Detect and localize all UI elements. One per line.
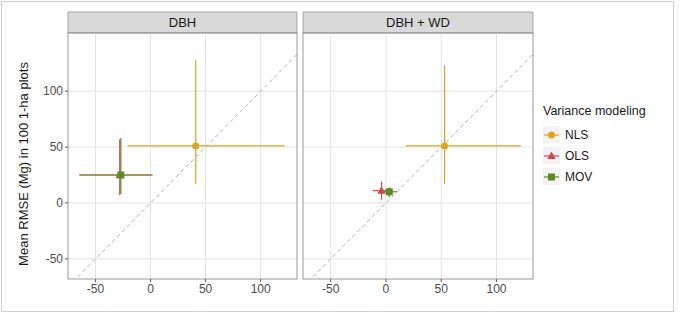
error-bar-y xyxy=(444,65,445,184)
error-bar-y xyxy=(119,139,120,195)
legend-entry: NLS xyxy=(543,126,588,143)
legend-key xyxy=(543,147,560,164)
grid-line xyxy=(95,33,96,279)
plot-background xyxy=(303,33,533,279)
legend-entry: MOV xyxy=(543,168,592,185)
legend-marker xyxy=(547,152,555,160)
reference-line xyxy=(303,54,533,279)
reference-line xyxy=(68,54,297,279)
tick xyxy=(65,147,68,148)
legend-title: Variance modeling xyxy=(543,104,646,118)
grid-line xyxy=(205,33,206,279)
legend-label: OLS xyxy=(565,149,589,163)
plot-background xyxy=(68,33,297,279)
point xyxy=(386,188,393,195)
legend-label: MOV xyxy=(565,170,592,184)
error-bar-x xyxy=(406,145,521,146)
tick xyxy=(65,258,68,259)
strip xyxy=(68,12,297,33)
tick-label: -50 xyxy=(46,252,64,266)
frame xyxy=(2,2,674,312)
legend-marker xyxy=(548,132,555,139)
grid-line xyxy=(303,147,533,148)
error-bar-x xyxy=(80,174,152,175)
grid-line xyxy=(441,33,442,279)
tick-label: 0 xyxy=(147,282,154,296)
grid-line xyxy=(260,33,261,279)
point xyxy=(377,186,385,194)
tick-label: -50 xyxy=(87,282,105,296)
tick xyxy=(65,91,68,92)
series: NLS xyxy=(127,60,284,184)
grid-line xyxy=(330,33,331,279)
legend-entry: OLS xyxy=(543,147,589,164)
tick-label: 0 xyxy=(383,282,390,296)
point xyxy=(441,142,448,149)
strip xyxy=(303,12,533,33)
series: NLS xyxy=(406,65,521,184)
tick xyxy=(65,202,68,203)
chart: DBH -50 0 50 100 -50 0 50 100 Mean RMSE (Mg) in 1… xyxy=(0,0,680,317)
legend-label: NLS xyxy=(565,128,588,142)
grid-line xyxy=(303,91,533,92)
axis-label: Mean RMSE (Mg) in 100 1-ha plots xyxy=(16,62,31,266)
series: OLS xyxy=(79,139,153,195)
error-bar-y xyxy=(195,60,196,184)
tick-label: 100 xyxy=(486,282,506,296)
point xyxy=(117,172,124,179)
grid-line xyxy=(68,147,297,148)
legend-key xyxy=(543,168,560,185)
panel-border xyxy=(303,33,533,279)
plot-area: NLSOLSMOV xyxy=(303,54,533,279)
panel-title: DBH + WD xyxy=(386,15,450,30)
grid-line xyxy=(303,202,533,203)
grid-line xyxy=(385,33,386,279)
panel-title: DBH xyxy=(169,15,196,30)
grid-line xyxy=(303,258,533,259)
error-bar-y xyxy=(120,138,121,194)
point xyxy=(192,142,199,149)
tick-label: 50 xyxy=(435,282,449,296)
error-bar-x xyxy=(127,145,284,146)
plot-area: NLSOLSMOV xyxy=(68,54,297,279)
grid-line xyxy=(150,33,151,279)
series: MOV xyxy=(383,187,397,197)
tick-label: -50 xyxy=(322,282,340,296)
tick-label: 50 xyxy=(199,282,213,296)
tick-label: 100 xyxy=(251,282,271,296)
legend-key xyxy=(543,126,560,143)
grid-line xyxy=(68,202,297,203)
grid-line xyxy=(68,258,297,259)
point xyxy=(116,171,124,179)
tick-label: 100 xyxy=(43,84,63,98)
grid-line xyxy=(496,33,497,279)
error-bar-x xyxy=(79,174,153,175)
legend-marker xyxy=(548,174,555,181)
grid-line xyxy=(68,91,297,92)
tick-label: 50 xyxy=(50,140,64,154)
tick-label: 0 xyxy=(56,196,63,210)
series: MOV xyxy=(80,138,152,194)
panel-border xyxy=(68,33,297,279)
